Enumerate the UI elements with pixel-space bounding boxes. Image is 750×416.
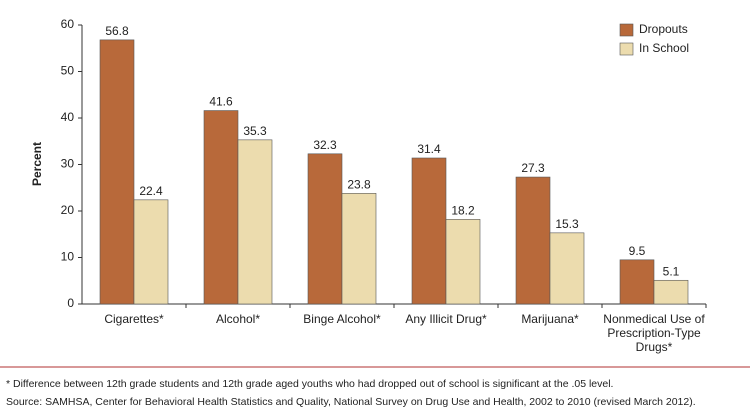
source: Source: SAMHSA, Center for Behavioral He… — [6, 396, 696, 408]
value-label: 56.8 — [105, 24, 129, 38]
footnote: * Difference between 12th grade students… — [6, 378, 614, 390]
value-label: 32.3 — [313, 138, 337, 152]
x-tick-label: Binge Alcohol* — [303, 312, 381, 326]
y-tick-label: 50 — [61, 64, 75, 78]
value-label: 22.4 — [139, 184, 163, 198]
value-label: 31.4 — [417, 142, 441, 156]
x-tick-label: Nonmedical Use of Prescription-Type Drug… — [603, 312, 705, 354]
value-label: 23.8 — [347, 178, 371, 192]
bar — [203, 110, 239, 305]
value-label: 9.5 — [629, 244, 646, 258]
y-axis-label: Percent — [30, 142, 44, 186]
bar — [133, 199, 169, 305]
bar — [619, 259, 655, 305]
bar — [341, 193, 377, 305]
legend-label: Dropouts — [639, 22, 688, 36]
y-tick-label: 30 — [61, 157, 75, 171]
y-tick-label: 60 — [61, 17, 75, 31]
bar — [445, 219, 481, 305]
bar — [549, 232, 585, 305]
x-tick-label: Any Illicit Drug* — [405, 312, 487, 326]
y-tick-label: 40 — [61, 110, 75, 124]
y-tick-label: 20 — [61, 203, 75, 217]
bar — [237, 139, 273, 305]
bar — [653, 279, 689, 305]
x-tick-label: Cigarettes* — [104, 312, 164, 326]
value-label: 5.1 — [663, 264, 680, 278]
bar — [411, 157, 447, 305]
value-label: 41.6 — [209, 95, 233, 109]
y-tick-label: 0 — [67, 296, 74, 310]
value-label: 15.3 — [555, 217, 579, 231]
legend-label: In School — [639, 41, 689, 55]
x-tick-label: Alcohol* — [215, 312, 261, 326]
value-label: 27.3 — [521, 161, 545, 175]
legend-swatch — [619, 23, 634, 37]
x-tick-label: Marijuana* — [521, 312, 579, 326]
bar — [307, 153, 343, 305]
y-tick-label: 10 — [61, 250, 75, 264]
value-label: 18.2 — [451, 204, 475, 218]
bar — [99, 39, 135, 305]
bar — [515, 176, 551, 305]
legend-swatch — [619, 42, 634, 56]
value-label: 35.3 — [243, 124, 267, 138]
